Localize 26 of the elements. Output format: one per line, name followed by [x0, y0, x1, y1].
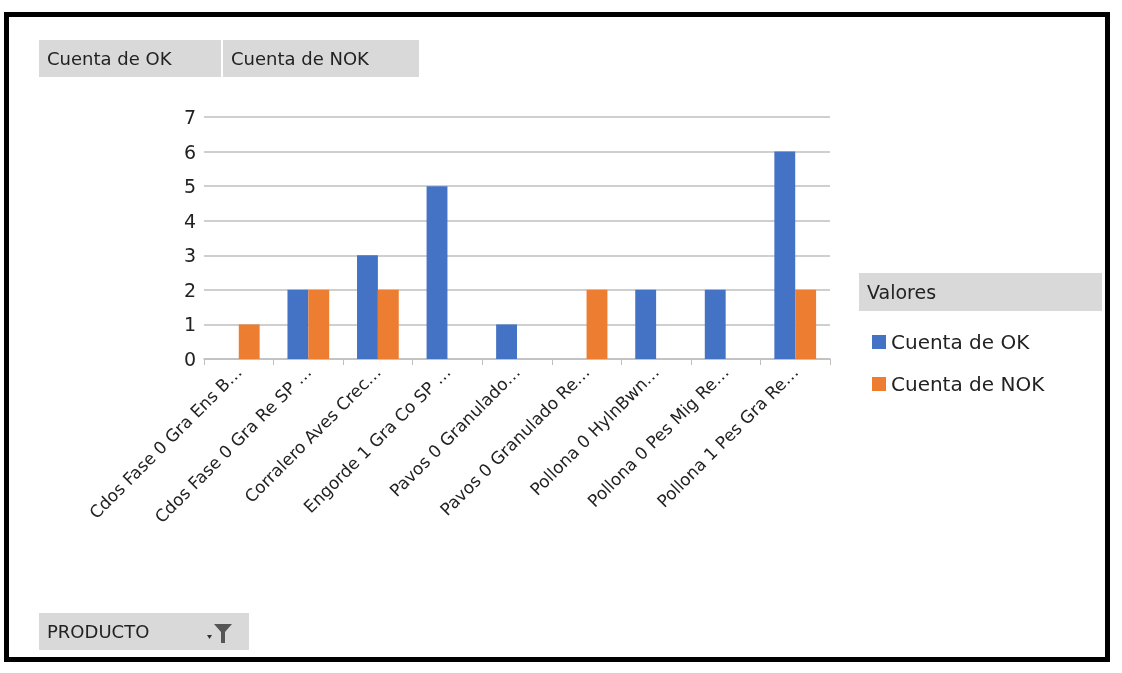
y-tick-label: 5: [183, 175, 196, 198]
y-tick-label: 7: [183, 106, 196, 128]
legend-label: Cuenta de NOK: [891, 372, 1046, 396]
bar: [308, 289, 330, 359]
y-tick-label: 2: [183, 278, 196, 301]
bar: [774, 151, 796, 359]
bar: [635, 289, 657, 359]
text: Cuenta de NOK: [231, 47, 371, 69]
bar: [586, 289, 608, 359]
y-tick-label: 0: [183, 348, 196, 370]
bar: [795, 289, 817, 359]
legend-label: Cuenta de OK: [891, 330, 1031, 354]
bar: [426, 186, 448, 359]
y-tick-label: 4: [183, 209, 196, 232]
bar: [496, 324, 517, 359]
y-tick-label: 1: [183, 313, 196, 336]
bar: [377, 289, 399, 359]
y-tick-label: 3: [183, 244, 196, 267]
bar: [238, 324, 260, 359]
bar: [357, 255, 378, 359]
text: PRODUCTO: [47, 620, 150, 642]
bar: [287, 289, 309, 359]
legend-title: Valores: [867, 280, 937, 303]
text: Cuenta de OK: [47, 47, 173, 69]
bar: [704, 289, 726, 359]
y-tick-label: 6: [183, 140, 196, 163]
